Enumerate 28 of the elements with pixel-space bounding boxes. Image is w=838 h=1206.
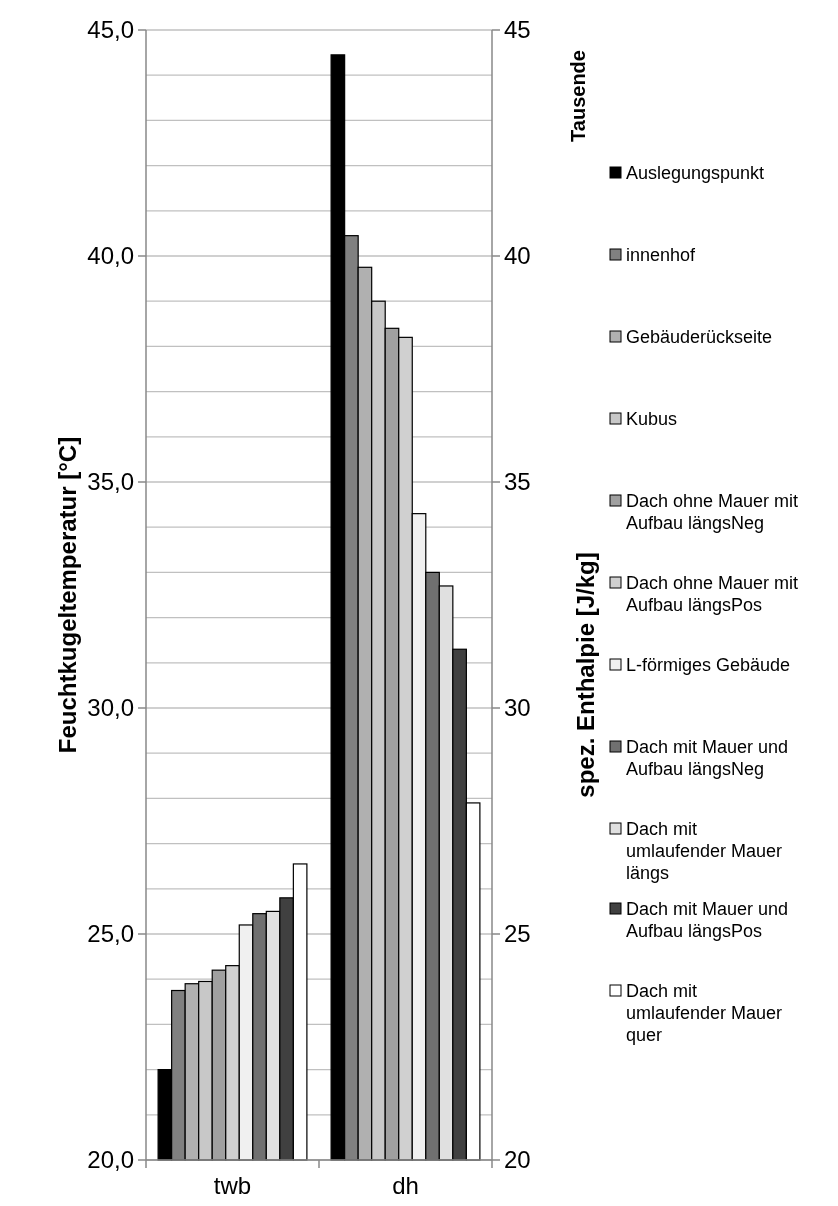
x-tick-label: dh — [392, 1172, 419, 1199]
y-tick-label: 40,0 — [87, 242, 134, 270]
y-tick-label: 35,0 — [87, 468, 134, 496]
legend-label: Kubus — [626, 409, 678, 430]
legend-label: Dach ohne Mauer mit Aufbau längsPos — [626, 573, 799, 615]
y2-tick-label: 20 — [504, 1146, 531, 1174]
legend-label: L-förmiges Gebäude — [626, 655, 791, 676]
legend-label: Dach ohne Mauer mit Aufbau längsNeg — [626, 491, 799, 533]
y2-axis-title: spez. Enthalpie [J/kg] — [572, 552, 599, 798]
legend-label: innenhof — [626, 245, 697, 266]
legend-label: Dach mit Mauer und Aufbau längsNeg — [626, 737, 789, 779]
y-tick-label: 30,0 — [87, 694, 134, 722]
y2-tick-label: 45 — [504, 16, 531, 44]
y-tick-label: 25,0 — [87, 920, 134, 948]
x-tick-label: twb — [213, 1172, 252, 1199]
legend-label: Dach mit Mauer und Aufbau längsPos — [626, 899, 789, 941]
y2-tick-label: 40 — [504, 242, 531, 270]
y-tick-label: 20,0 — [87, 1146, 134, 1174]
y-axis-title: Feuchtkugeltemperatur [°C] — [54, 436, 81, 754]
y2-tick-label: 30 — [504, 694, 531, 722]
legend-label: Dach mit umlaufender Mauer quer — [626, 981, 783, 1045]
y-tick-label: 45,0 — [87, 16, 134, 44]
legend-label: Dach mit umlaufender Mauer längs — [626, 819, 783, 883]
y2-tick-label: 35 — [504, 468, 531, 496]
legend-label: Auslegungspunkt — [626, 163, 765, 184]
y2-tick-label: 25 — [504, 920, 531, 948]
text: Tausende — [567, 50, 589, 142]
legend-label: Gebäuderückseite — [626, 327, 773, 348]
